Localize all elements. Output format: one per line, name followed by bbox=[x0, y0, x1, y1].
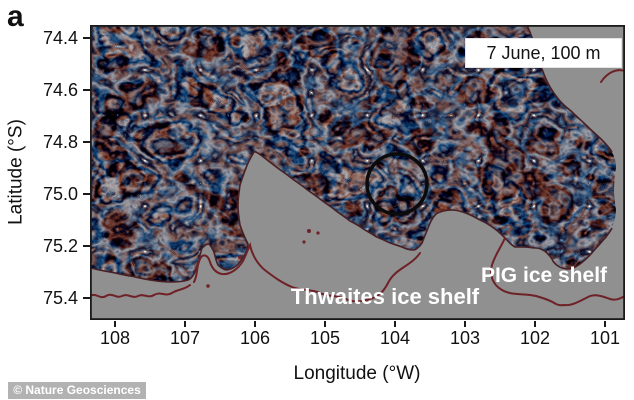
x-tick-mark bbox=[184, 321, 186, 327]
x-tick-label: 101 bbox=[589, 328, 621, 348]
x-tick-mark bbox=[604, 321, 606, 327]
y-tick-mark bbox=[83, 245, 90, 247]
snapshot-label-box: 7 June, 100 m bbox=[465, 38, 622, 68]
snapshot-label: 7 June, 100 m bbox=[486, 43, 601, 63]
eddy-circle-annotation bbox=[365, 152, 429, 216]
coastline bbox=[90, 25, 613, 283]
plot-frame bbox=[90, 25, 625, 320]
y-tick-label: 74.6 bbox=[42, 80, 78, 100]
x-tick-mark bbox=[324, 321, 326, 327]
x-tick-label: 104 bbox=[379, 328, 411, 348]
y-tick-mark bbox=[83, 297, 90, 299]
x-tick-mark bbox=[534, 321, 536, 327]
y-tick-label: 74.8 bbox=[42, 132, 78, 152]
grounding-line-contour-pig bbox=[490, 237, 625, 307]
x-tick-label: 108 bbox=[99, 328, 131, 348]
y-tick-mark bbox=[83, 89, 90, 91]
x-tick-mark bbox=[464, 321, 466, 327]
panel-label: a bbox=[7, 0, 24, 33]
x-tick-label: 105 bbox=[309, 328, 341, 348]
x-tick-label: 107 bbox=[169, 328, 201, 348]
x-tick-label: 102 bbox=[519, 328, 551, 348]
grounding-line-contour-west bbox=[90, 284, 191, 299]
pig-ice-shelf-label: PIG ice shelf bbox=[480, 264, 608, 287]
x-tick-label: 103 bbox=[449, 328, 481, 348]
x-tick-mark bbox=[394, 321, 396, 327]
watermark-badge: © Nature Geosciences bbox=[8, 382, 146, 399]
grounding-line-contour-northeast bbox=[600, 69, 625, 83]
y-tick-mark bbox=[83, 193, 90, 195]
y-tick-label: 75.2 bbox=[42, 236, 78, 256]
y-tick-label: 75.0 bbox=[42, 184, 78, 204]
thwaites-ice-shelf-label: Thwaites ice shelf bbox=[290, 284, 480, 309]
x-axis-label: Longitude (°W) bbox=[293, 363, 421, 384]
y-tick-mark bbox=[83, 37, 90, 39]
grounding-line-contour-bay bbox=[193, 241, 421, 303]
x-tick-mark bbox=[114, 321, 116, 327]
x-tick-mark bbox=[254, 321, 256, 327]
contour-islets bbox=[206, 229, 320, 288]
y-axis-label: Latitude (°S) bbox=[5, 119, 27, 225]
y-tick-label: 75.4 bbox=[42, 288, 78, 308]
x-tick-label: 106 bbox=[239, 328, 271, 348]
y-tick-mark bbox=[83, 141, 90, 143]
y-tick-label: 74.4 bbox=[42, 28, 78, 48]
